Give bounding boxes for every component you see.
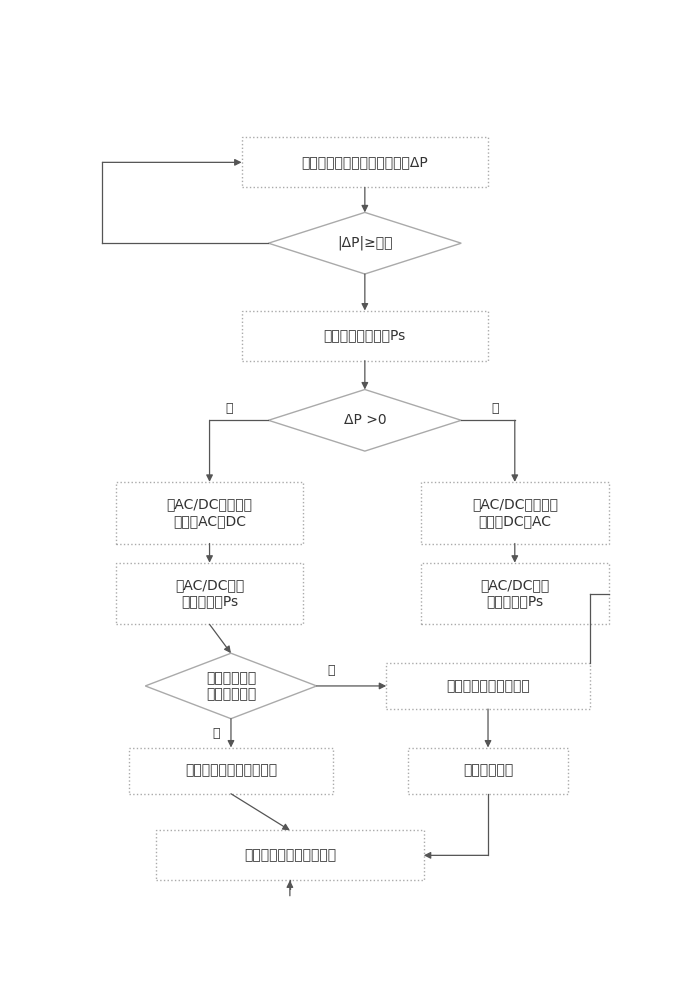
Text: 是: 是 (328, 664, 335, 677)
Text: 按规定速率减小功率至零: 按规定速率减小功率至零 (244, 848, 336, 862)
Text: 令AC/DC交换单元
方向为DC到AC: 令AC/DC交换单元 方向为DC到AC (472, 498, 558, 528)
Text: |ΔP|≥限值: |ΔP|≥限值 (337, 236, 392, 250)
Text: 令AC/DC交换
单元功率为Ps: 令AC/DC交换 单元功率为Ps (175, 578, 244, 609)
Text: 快速电源存储
单元是否饱和: 快速电源存储 单元是否饱和 (206, 671, 256, 701)
Text: 令AC/DC交换
单元功率为Ps: 令AC/DC交换 单元功率为Ps (480, 578, 549, 609)
FancyBboxPatch shape (156, 830, 424, 880)
Text: 切换到快速电能存储单元: 切换到快速电能存储单元 (185, 764, 277, 778)
FancyBboxPatch shape (421, 482, 609, 544)
Text: 采集局部电网输出功率变化量ΔP: 采集局部电网输出功率变化量ΔP (301, 155, 428, 169)
FancyBboxPatch shape (421, 563, 609, 624)
Text: 计算干式负载存储功率: 计算干式负载存储功率 (446, 679, 530, 693)
FancyBboxPatch shape (116, 482, 303, 544)
FancyBboxPatch shape (116, 563, 303, 624)
FancyBboxPatch shape (386, 663, 589, 709)
Text: 否: 否 (491, 402, 499, 415)
Text: 计算所需调节功率Ps: 计算所需调节功率Ps (323, 329, 406, 343)
FancyBboxPatch shape (129, 748, 333, 794)
Polygon shape (268, 212, 461, 274)
FancyBboxPatch shape (242, 311, 488, 361)
Text: ΔP >0: ΔP >0 (343, 413, 386, 427)
FancyBboxPatch shape (242, 137, 488, 187)
Text: 是: 是 (225, 402, 233, 415)
Text: 令AC/DC交换单元
方向为AC到DC: 令AC/DC交换单元 方向为AC到DC (167, 498, 252, 528)
Text: 投入干式负载: 投入干式负载 (463, 764, 513, 778)
Polygon shape (145, 653, 316, 719)
FancyBboxPatch shape (408, 748, 568, 794)
Polygon shape (268, 389, 461, 451)
Text: 否: 否 (213, 727, 220, 740)
